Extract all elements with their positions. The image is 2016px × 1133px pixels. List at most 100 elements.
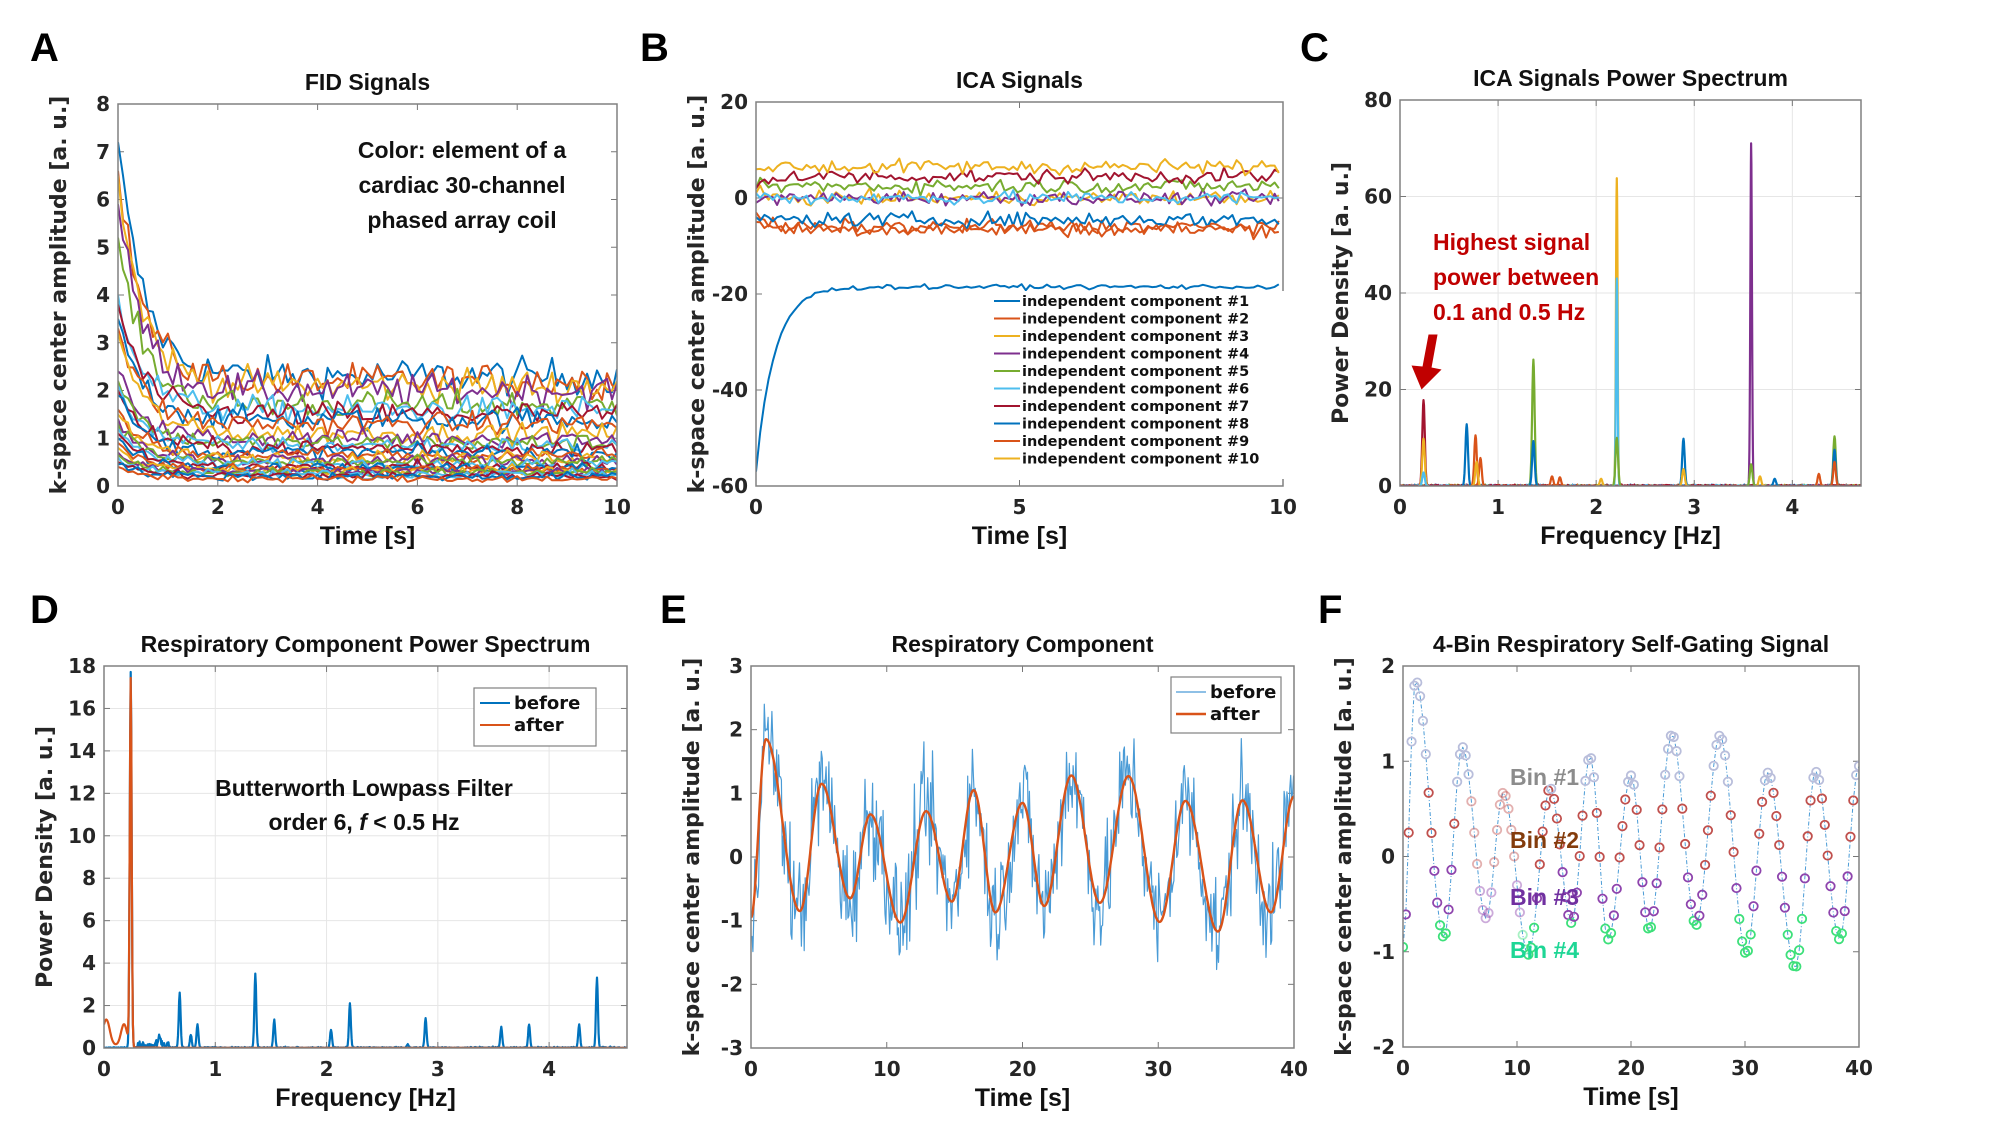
data-point [1671, 746, 1682, 757]
x-tick-label: 1 [208, 1057, 222, 1081]
data-point [1531, 893, 1543, 904]
data-point [1839, 905, 1850, 917]
data-point [1637, 877, 1648, 888]
data-point [1685, 899, 1696, 910]
data-point [1597, 893, 1608, 904]
x-tick-label: 0 [749, 495, 763, 519]
data-point [1537, 826, 1548, 837]
legend-label: independent component #8 [1022, 417, 1249, 433]
data-point [1423, 787, 1434, 798]
y-axis-label: Power Density [a. u.] [33, 726, 58, 988]
legend-label: before [1210, 682, 1276, 703]
y-axis-label: Power Density [a. u.] [1329, 162, 1354, 424]
chart-title: Respiratory Component [892, 631, 1154, 657]
data-point [1529, 922, 1540, 933]
data-point [1520, 944, 1531, 955]
legend-label: independent component #2 [1022, 312, 1249, 328]
x-tick-label: 10 [603, 495, 631, 519]
data-point [1580, 775, 1591, 786]
ica-series-5 [756, 176, 1280, 197]
x-axis-label: Time [s] [975, 1084, 1070, 1112]
data-point [1432, 897, 1443, 908]
data-point [1403, 827, 1414, 838]
y-tick-label: 0 [96, 474, 110, 498]
data-point [1745, 929, 1756, 940]
x-tick-label: 4 [311, 495, 325, 519]
data-point [1785, 949, 1796, 960]
data-point [1491, 824, 1503, 836]
data-point [1822, 850, 1833, 861]
data-point [1705, 790, 1716, 801]
data-point [1711, 739, 1722, 751]
data-point [1586, 753, 1597, 764]
legend-label: independent component #1 [1022, 294, 1249, 310]
panel-letter-f: F [1318, 588, 1343, 632]
data-point [1674, 771, 1685, 782]
data-point [1506, 824, 1517, 835]
data-point [1608, 910, 1620, 921]
data-point [1594, 851, 1605, 862]
x-tick-label: 8 [510, 495, 524, 519]
data-point [1819, 819, 1830, 831]
data-point [1808, 772, 1819, 783]
x-tick-label: 2 [320, 1057, 334, 1081]
y-tick-label: 4 [82, 951, 96, 975]
data-point [1634, 840, 1645, 851]
data-point [1440, 928, 1451, 939]
panel-letter-b: B [640, 26, 669, 70]
x-tick-label: 3 [1687, 495, 1701, 519]
panel-letter-e: E [660, 588, 687, 632]
fid-series-9 [118, 328, 617, 439]
y-tick-label: 20 [1364, 378, 1392, 402]
fid-series-2 [118, 170, 617, 404]
data-point [1771, 810, 1782, 822]
y-tick-label: 2 [729, 718, 743, 742]
data-point [1757, 796, 1768, 807]
x-tick-label: 4 [1785, 495, 1799, 519]
data-point [1480, 913, 1491, 924]
data-point [1403, 909, 1411, 920]
data-point [1719, 750, 1731, 761]
data-point [1474, 885, 1486, 897]
y-axis-label: k-space center amplitude [a. u.] [685, 95, 710, 494]
plot-series [751, 703, 1294, 971]
data-point [1677, 803, 1688, 814]
axes-frame [1402, 665, 1860, 1048]
x-tick-label: 2 [1589, 495, 1603, 519]
data-point [1489, 857, 1500, 868]
bin-label: Bin #3 [1510, 884, 1579, 910]
y-tick-label: -60 [712, 474, 748, 498]
data-point [1799, 873, 1810, 884]
y-tick-label: 2 [82, 994, 96, 1018]
data-point [1460, 750, 1471, 761]
data-point [1497, 787, 1508, 799]
data-point [1734, 913, 1745, 925]
data-point [1429, 865, 1440, 876]
chart-title: FID Signals [305, 69, 430, 95]
chart-title: ICA Signals [956, 67, 1083, 93]
data-point [1748, 901, 1759, 912]
data-point [1651, 878, 1662, 889]
data-point [1782, 929, 1793, 940]
data-point [1472, 858, 1483, 870]
ica-series-7 [756, 166, 1280, 189]
y-tick-label: 1 [1381, 749, 1395, 773]
data-point [1486, 887, 1497, 898]
x-tick-label: 20 [1009, 1057, 1037, 1081]
data-point [1625, 770, 1637, 781]
y-tick-label: 40 [1364, 281, 1392, 305]
y-tick-label: 3 [96, 331, 110, 355]
y-axis-label: k-space center amplitude [a. u.] [47, 96, 72, 495]
data-point [1816, 793, 1828, 804]
x-tick-label: 40 [1280, 1057, 1308, 1081]
data-point [1503, 803, 1514, 814]
plot-area [1403, 666, 1859, 1047]
y-tick-label: 20 [720, 90, 748, 114]
data-point [1605, 928, 1617, 939]
legend-box [473, 687, 597, 747]
annotation-line: order 6, f < 0.5 Hz [268, 809, 459, 835]
data-point [1566, 917, 1577, 929]
y-tick-label: -2 [1373, 1035, 1395, 1059]
legend-label: independent component #5 [1022, 364, 1249, 380]
axes-frame [750, 665, 1295, 1049]
